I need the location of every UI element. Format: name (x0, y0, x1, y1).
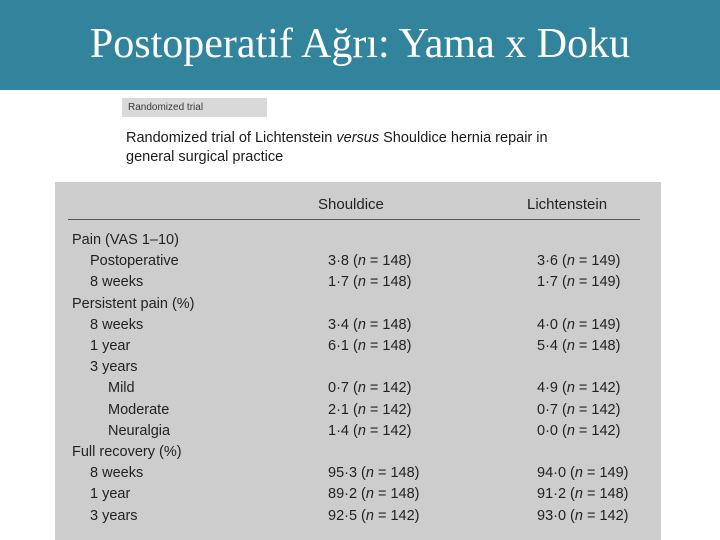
shouldice-value: 2·1 (n = 142) (328, 402, 412, 418)
table-row-label: 1 year (90, 338, 131, 354)
lichtenstein-value: 4·9 (n = 142) (537, 380, 621, 396)
table-header-rule (68, 219, 640, 220)
lichtenstein-value: 0·0 (n = 142) (537, 423, 621, 439)
table-row-label: 3 years (90, 508, 138, 524)
results-table (55, 182, 661, 540)
lichtenstein-value: 4·0 (n = 149) (537, 317, 621, 333)
lichtenstein-value: 91·2 (n = 148) (537, 486, 629, 502)
shouldice-value: 89·2 (n = 148) (328, 486, 420, 502)
shouldice-value: 0·7 (n = 142) (328, 380, 412, 396)
lichtenstein-value: 3·6 (n = 149) (537, 253, 621, 269)
shouldice-value: 3·8 (n = 148) (328, 253, 412, 269)
table-row-label: 1 year (90, 486, 131, 502)
shouldice-value: 6·1 (n = 148) (328, 338, 412, 354)
table-row-label: Moderate (108, 402, 170, 418)
table-row-label: 3 years (90, 359, 138, 375)
article-title: Randomized trial of Lichtenstein versus … (126, 129, 566, 167)
slide-title: Postoperatif Ağrı: Yama x Doku (89, 21, 631, 67)
article-title-italic: versus (336, 130, 380, 146)
lichtenstein-value: 5·4 (n = 148) (537, 338, 621, 354)
lichtenstein-value: 94·0 (n = 149) (537, 465, 629, 481)
table-row-label: 8 weeks (90, 465, 144, 481)
lichtenstein-value: 1·7 (n = 149) (537, 274, 621, 290)
table-row-label: 8 weeks (90, 274, 144, 290)
shouldice-value: 95·3 (n = 148) (328, 465, 420, 481)
table-row-label: Mild (108, 380, 135, 396)
article-type-tag: Randomized trial (122, 98, 267, 117)
table-row-label: Persistent pain (%) (72, 296, 195, 312)
article-title-part1: Randomized trial of Lichtenstein (126, 130, 337, 146)
shouldice-value: 1·7 (n = 148) (328, 274, 412, 290)
slide-title-bar (0, 0, 720, 90)
shouldice-value: 1·4 (n = 142) (328, 423, 412, 439)
lichtenstein-value: 93·0 (n = 142) (537, 508, 629, 524)
lichtenstein-value: 0·7 (n = 142) (537, 402, 621, 418)
article-title-part2: Shouldice hernia repair in general surgi… (126, 130, 548, 165)
table-row-label: 8 weeks (90, 317, 144, 333)
table-row-label: Pain (VAS 1–10) (72, 232, 179, 248)
shouldice-value: 3·4 (n = 148) (328, 317, 412, 333)
table-row-label: Neuralgia (108, 423, 171, 439)
table-row-label: Postoperative (90, 253, 179, 269)
table-row-label: Full recovery (%) (72, 444, 182, 460)
column-header-shouldice: Shouldice (318, 196, 384, 213)
shouldice-value: 92·5 (n = 142) (328, 508, 420, 524)
column-header-lichtenstein: Lichtenstein (527, 196, 608, 213)
